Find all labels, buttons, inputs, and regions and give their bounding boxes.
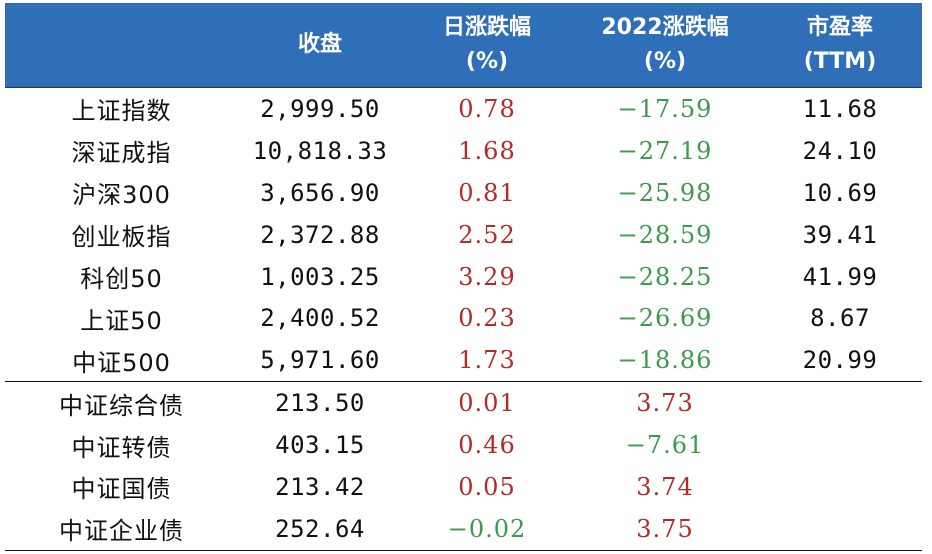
row-day-change: 0.05 xyxy=(458,472,516,501)
table-header: 收盘 日涨跌幅 (%) 2022涨跌幅 (%) 市盈率 (TTM) xyxy=(5,3,922,88)
row-name: 上证50 xyxy=(80,306,163,335)
row-pe xyxy=(758,466,922,508)
table-row: 中证500 5,971.60 1.73 −18.86 20.99 xyxy=(5,339,922,381)
row-pe: 39.41 xyxy=(802,220,878,249)
row-close: 213.50 xyxy=(238,381,402,425)
row-close: 403.15 xyxy=(275,431,365,460)
row-pe: 41.99 xyxy=(802,262,878,291)
header-day-change: 日涨跌幅 (%) xyxy=(402,3,572,88)
row-close: 213.42 xyxy=(275,472,365,501)
row-pe: 24.10 xyxy=(802,136,878,165)
header-ytd-change-line2: (%) xyxy=(643,49,687,74)
row-pe xyxy=(758,381,922,425)
row-name: 沪深300 xyxy=(72,181,171,210)
row-pe xyxy=(758,507,922,551)
table-row: 中证综合债 213.50 0.01 3.73 xyxy=(5,381,922,425)
row-day-change: 3.29 xyxy=(458,262,516,291)
row-day-change: 0.81 xyxy=(458,178,516,207)
row-day-change: 0.78 xyxy=(458,94,516,123)
header-ytd-change-line1: 2022涨跌幅 xyxy=(601,15,729,40)
row-ytd-change: −17.59 xyxy=(617,94,713,123)
row-pe: 11.68 xyxy=(802,94,878,123)
row-name: 上证指数 xyxy=(71,97,172,126)
row-day-change: 0.46 xyxy=(458,431,516,460)
row-close: 5,971.60 xyxy=(260,346,380,375)
header-row: 收盘 日涨跌幅 (%) 2022涨跌幅 (%) 市盈率 (TTM) xyxy=(5,3,922,88)
row-close: 1,003.25 xyxy=(260,262,380,291)
row-day-change: 1.68 xyxy=(458,136,516,165)
row-name: 创业板指 xyxy=(71,223,172,252)
row-ytd-change: 3.74 xyxy=(636,472,694,501)
row-ytd-change: −28.59 xyxy=(617,220,713,249)
table-body: 上证指数 2,999.50 0.78 −17.59 11.68 深证成指 10,… xyxy=(5,88,922,551)
row-pe: 8.67 xyxy=(810,304,870,333)
header-pe-line2: (TTM) xyxy=(803,49,877,74)
row-pe: 10.69 xyxy=(802,178,878,207)
row-ytd-change: −7.61 xyxy=(625,431,705,460)
row-ytd-change: −25.98 xyxy=(617,178,713,207)
market-summary-table: 收盘 日涨跌幅 (%) 2022涨跌幅 (%) 市盈率 (TTM) 上证指数 2… xyxy=(5,3,922,551)
header-name xyxy=(5,3,238,88)
row-close: 2,400.52 xyxy=(260,304,380,333)
table-row: 中证国债 213.42 0.05 3.74 xyxy=(5,466,922,508)
row-name: 中证国债 xyxy=(71,475,172,504)
row-ytd-change: −18.86 xyxy=(617,346,713,375)
row-ytd-change: −26.69 xyxy=(617,304,713,333)
table-row: 深证成指 10,818.33 1.68 −27.19 24.10 xyxy=(5,130,922,172)
row-name: 科创50 xyxy=(80,265,163,293)
table-row: 创业板指 2,372.88 2.52 −28.59 39.41 xyxy=(5,214,922,256)
table-row: 科创50 1,003.25 3.29 −28.25 41.99 xyxy=(5,256,922,298)
row-close: 252.64 xyxy=(238,507,402,551)
table-row: 沪深300 3,656.90 0.81 −25.98 10.69 xyxy=(5,172,922,214)
row-ytd-change: 3.73 xyxy=(572,381,758,425)
row-day-change: 0.01 xyxy=(402,381,572,425)
header-day-change-line2: (%) xyxy=(465,49,509,74)
table-row: 上证50 2,400.52 0.23 −26.69 8.67 xyxy=(5,297,922,339)
row-pe xyxy=(758,424,922,466)
row-name: 中证转债 xyxy=(71,433,172,462)
header-pe-line1: 市盈率 xyxy=(806,15,873,40)
row-day-change: 2.52 xyxy=(458,220,516,249)
row-name: 深证成指 xyxy=(71,139,172,168)
row-close: 10,818.33 xyxy=(252,136,388,165)
header-close: 收盘 xyxy=(238,3,402,88)
row-ytd-change: −28.25 xyxy=(617,262,713,291)
row-pe: 20.99 xyxy=(802,346,878,375)
table-row: 中证企业债 252.64 −0.02 3.75 xyxy=(5,507,922,551)
row-name: 中证综合债 xyxy=(5,381,238,425)
row-day-change: 1.73 xyxy=(458,346,516,375)
row-day-change: −0.02 xyxy=(402,507,572,551)
row-name: 中证500 xyxy=(72,348,171,377)
header-pe: 市盈率 (TTM) xyxy=(758,3,922,88)
row-name: 中证企业债 xyxy=(5,507,238,551)
row-day-change: 0.23 xyxy=(458,304,516,333)
table-row: 上证指数 2,999.50 0.78 −17.59 11.68 xyxy=(5,88,922,130)
table-row: 中证转债 403.15 0.46 −7.61 xyxy=(5,424,922,466)
row-close: 3,656.90 xyxy=(260,178,380,207)
header-day-change-line1: 日涨跌幅 xyxy=(442,15,531,40)
header-ytd-change: 2022涨跌幅 (%) xyxy=(572,3,758,88)
row-ytd-change: 3.75 xyxy=(572,507,758,551)
row-close: 2,999.50 xyxy=(260,94,380,123)
row-close: 2,372.88 xyxy=(260,220,380,249)
row-ytd-change: −27.19 xyxy=(617,136,713,165)
